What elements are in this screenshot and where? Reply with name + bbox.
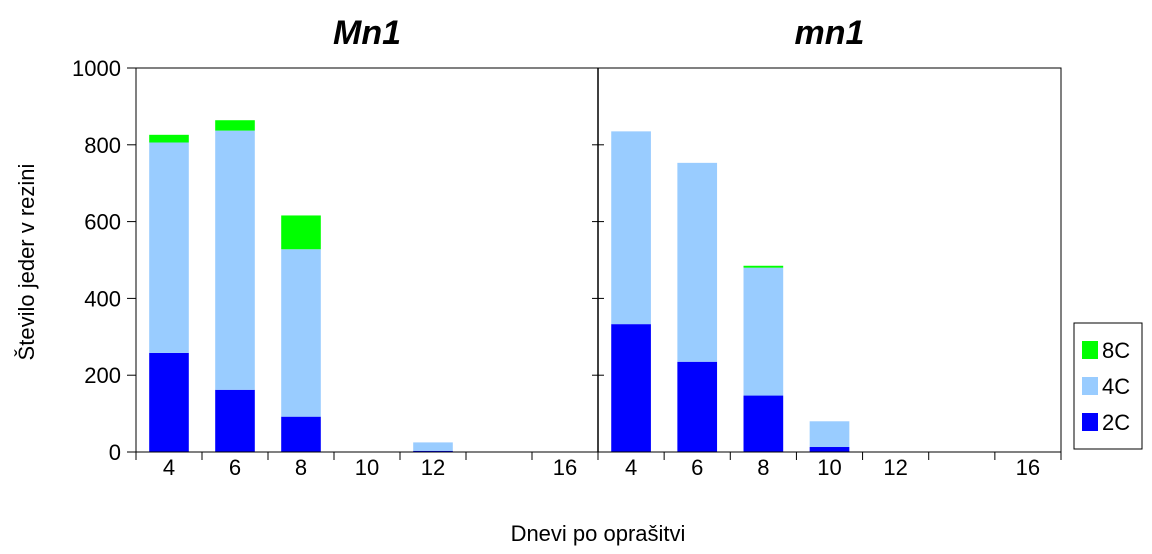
y-axis: 0 200 400 600 800 1000 [72, 56, 136, 465]
x-tick-label: 16 [553, 455, 577, 480]
bar-segment-4c [743, 267, 784, 396]
y-tick-label: 0 [109, 440, 121, 465]
bar-segment-4c [281, 249, 321, 417]
x-tick-label: 6 [229, 455, 241, 480]
x-tick-label: 16 [1016, 455, 1040, 480]
bar-segment-2c [281, 416, 321, 452]
bar-segment-4c [677, 162, 718, 362]
bar-segment-4c [413, 442, 453, 451]
panel-title: Mn1 [333, 14, 401, 52]
legend-swatch-8c [1082, 341, 1098, 359]
x-tick-label: 8 [295, 455, 307, 480]
bar-segment-2c [215, 389, 255, 452]
bar-segment-2c [809, 447, 850, 452]
legend-label-2c: 2C [1102, 410, 1130, 435]
legend-swatch-2c [1082, 413, 1098, 431]
bar-segment-8c [281, 215, 321, 250]
bar-segment-8c [215, 120, 255, 131]
x-tick-label: 10 [817, 455, 841, 480]
plot-frame [135, 67, 1062, 453]
legend-label-8c: 8C [1102, 338, 1130, 363]
x-axis-label: Dnevi po oprašitvi [511, 521, 686, 546]
x-tick-label: 12 [883, 455, 907, 480]
legend: 8C 4C 2C [1073, 322, 1143, 450]
bar-segment-8c [743, 265, 784, 268]
bar-segment-4c [611, 131, 651, 325]
x-axis: 4 6 8 10 12 16 4 6 8 10 12 16 [135, 452, 1062, 480]
bar-segment-4c [149, 142, 189, 353]
panel-title: mn1 [795, 14, 865, 52]
x-tick-label: 10 [355, 455, 379, 480]
legend-label-4c: 4C [1102, 374, 1130, 399]
legend-swatch-4c [1082, 377, 1098, 395]
x-tick-label: 6 [691, 455, 703, 480]
bar-segment-4c [809, 421, 850, 448]
bars [149, 120, 850, 452]
bar-segment-2c [413, 450, 453, 452]
bar-segment-2c [677, 361, 718, 452]
y-tick-label: 800 [84, 133, 121, 158]
y-tick-label: 200 [84, 363, 121, 388]
bar-segment-8c [149, 134, 189, 143]
x-tick-label: 8 [757, 455, 769, 480]
panel-titles: Mn1 mn1 [333, 14, 864, 52]
y-axis-label: Število jeder v rezini [14, 164, 39, 361]
x-tick-label: 4 [163, 455, 175, 480]
y-tick-label: 600 [84, 210, 121, 235]
bar-segment-2c [611, 324, 651, 452]
x-tick-label: 4 [625, 455, 637, 480]
y-tick-label: 400 [84, 286, 121, 311]
bar-segment-2c [743, 395, 784, 452]
x-tick-label: 12 [421, 455, 445, 480]
y-tick-label: 1000 [72, 56, 121, 81]
bar-segment-2c [149, 352, 189, 452]
bar-segment-4c [215, 130, 255, 390]
